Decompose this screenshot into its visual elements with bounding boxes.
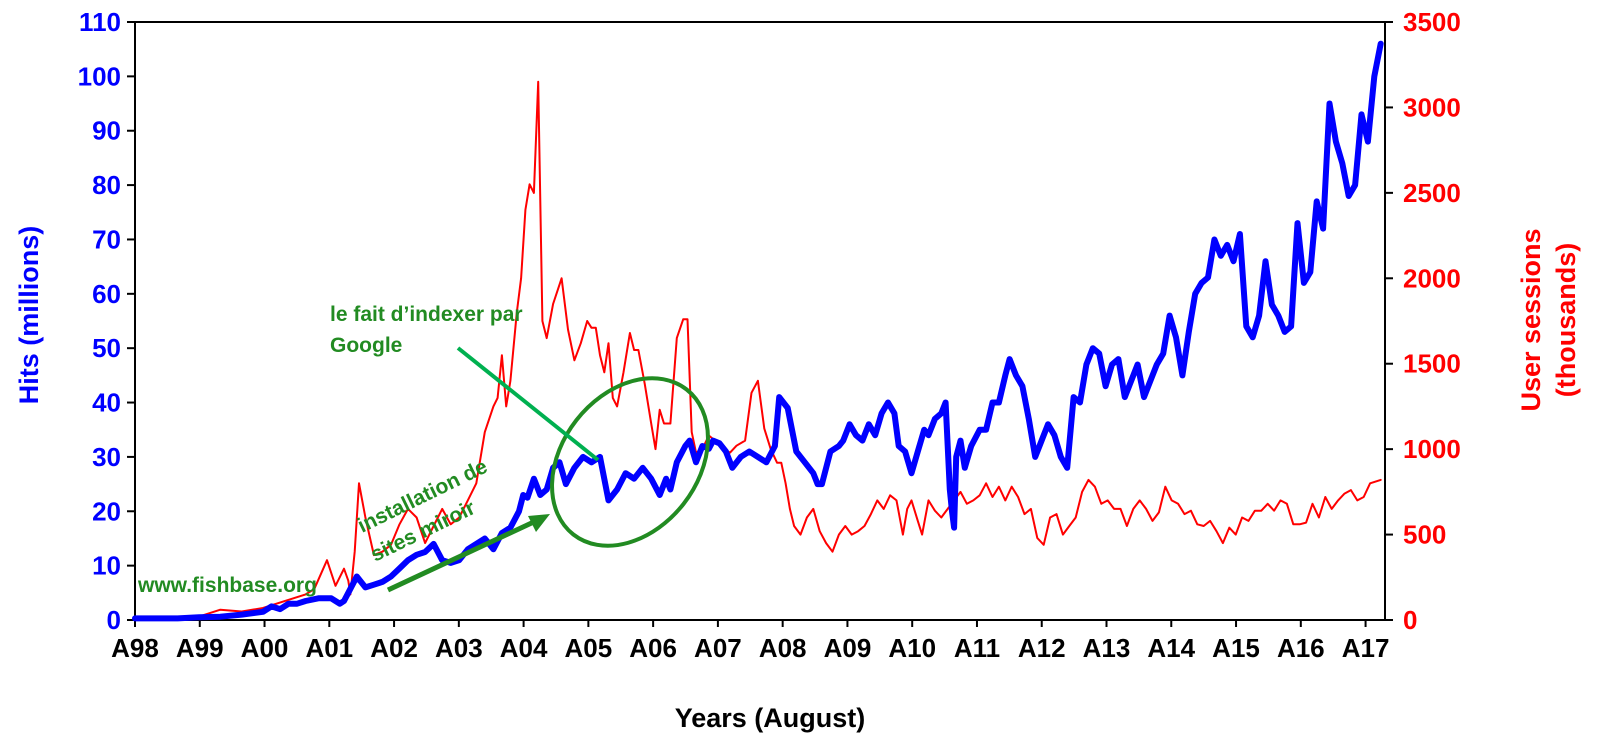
user-sessions-line (134, 80, 1382, 621)
x-tick-label: A00 (241, 633, 289, 663)
x-tick-label: A07 (694, 633, 742, 663)
right-tick-label: 500 (1403, 520, 1446, 550)
left-axis-ticks: 0 10 20 30 40 50 60 70 80 90 100 110 (78, 7, 135, 635)
annotation-google-line1: le fait d’indexer par (330, 303, 523, 326)
right-tick-label: 0 (1403, 605, 1417, 635)
x-tick-label: A12 (1018, 633, 1066, 663)
x-tick-label: A15 (1212, 633, 1260, 663)
x-axis-ticks: A98 A99 A00 A01 A02 A03 A04 A05 A06 A07 A08 A09 A10 A… (111, 620, 1389, 663)
hits-line (132, 40, 1384, 622)
left-tick-label: 30 (92, 442, 121, 472)
right-tick-label: 3500 (1403, 7, 1461, 37)
annotation-fishbase: www.fishbase.org (137, 574, 317, 597)
left-tick-label: 80 (92, 170, 121, 200)
x-tick-label: A01 (305, 633, 353, 663)
left-tick-label: 90 (92, 116, 121, 146)
left-tick-label: 0 (107, 605, 121, 635)
right-axis-ticks: 0 500 1000 1500 2000 2500 3000 3500 (1385, 7, 1461, 635)
x-tick-label: A14 (1147, 633, 1195, 663)
right-tick-label: 1500 (1403, 349, 1461, 379)
x-tick-label: A06 (629, 633, 677, 663)
right-tick-label: 2000 (1403, 263, 1461, 293)
left-tick-label: 60 (92, 279, 121, 309)
left-tick-label: 110 (79, 7, 121, 37)
x-tick-label: A99 (176, 633, 224, 663)
x-axis-title: Years (August) (675, 703, 866, 733)
right-axis-title-line1: User sessions (1516, 228, 1546, 411)
right-tick-label: 1000 (1403, 434, 1461, 464)
left-tick-label: 50 (92, 333, 121, 363)
left-tick-label: 70 (92, 224, 121, 254)
x-tick-label: A03 (435, 633, 483, 663)
left-tick-label: 10 (92, 551, 121, 581)
left-axis-title: Hits (millions) (14, 226, 44, 405)
mirror-sites-arrow-head (528, 514, 550, 532)
google-indexing-pointer-line (456, 346, 600, 462)
left-tick-label: 20 (92, 496, 121, 526)
series-layer (132, 40, 1384, 622)
annotation-google-line2: Google (330, 334, 402, 357)
left-tick-label: 100 (78, 61, 121, 91)
x-tick-label: A09 (824, 633, 872, 663)
axes (134, 21, 1386, 621)
x-tick-label: A08 (759, 633, 807, 663)
right-axis-title-line2: (thousands) (1551, 243, 1581, 398)
right-tick-label: 2500 (1403, 178, 1461, 208)
x-tick-label: A16 (1277, 633, 1325, 663)
x-tick-label: A17 (1342, 633, 1390, 663)
highlight-ellipse (550, 376, 710, 548)
x-tick-label: A05 (565, 633, 613, 663)
x-tick-label: A04 (500, 633, 548, 663)
mirror-sites-arrow-line (386, 517, 540, 593)
x-tick-label: A13 (1083, 633, 1131, 663)
left-tick-label: 40 (92, 388, 121, 418)
x-tick-label: A10 (888, 633, 936, 663)
right-tick-label: 3000 (1403, 92, 1461, 122)
x-tick-label: A02 (370, 633, 418, 663)
x-tick-label: A98 (111, 633, 159, 663)
x-tick-label: A11 (954, 633, 1000, 663)
